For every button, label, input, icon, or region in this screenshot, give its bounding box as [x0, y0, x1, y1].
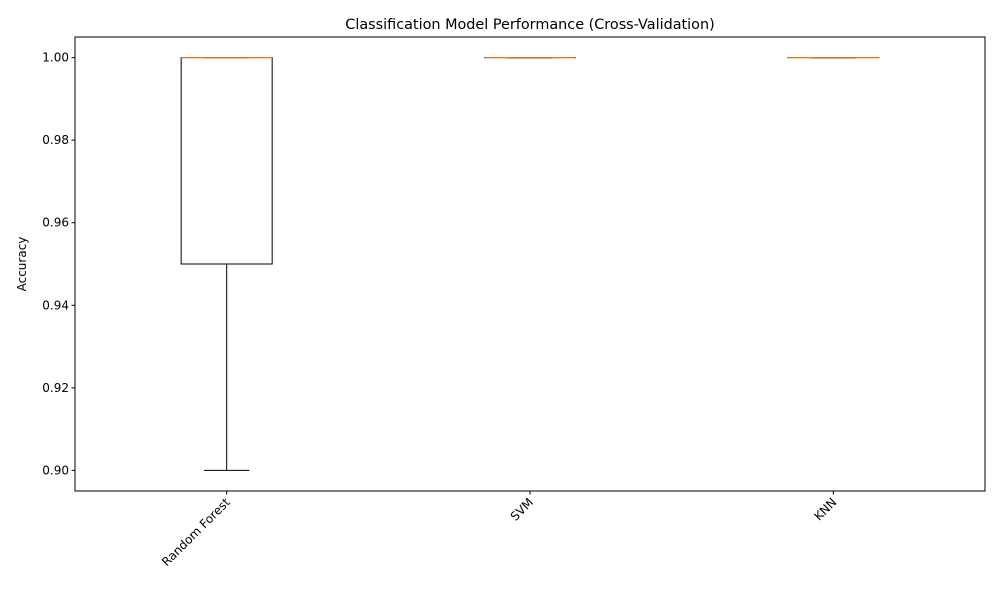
box-iqr: [180, 57, 273, 265]
y-axis-label: Accuracy: [15, 237, 29, 292]
x-tick-label: SVM: [508, 495, 536, 523]
y-tick-label: 1.00: [42, 51, 69, 65]
y-tick-label: 0.98: [42, 133, 69, 147]
y-tick-label: 0.92: [42, 381, 69, 395]
plot-area: 0.90 0.92 0.94 0.96 0.98 1.00 Random Forest SVM…: [42, 36, 986, 569]
y-tick-label: 0.90: [42, 463, 69, 477]
chart-title: Classification Model Performance (Cross-…: [345, 17, 714, 33]
x-tick-label: Random Forest: [159, 495, 233, 569]
y-tick-label: 0.94: [42, 298, 69, 312]
x-tick-label: KNN: [811, 495, 839, 523]
y-tick-label: 0.96: [42, 216, 69, 230]
